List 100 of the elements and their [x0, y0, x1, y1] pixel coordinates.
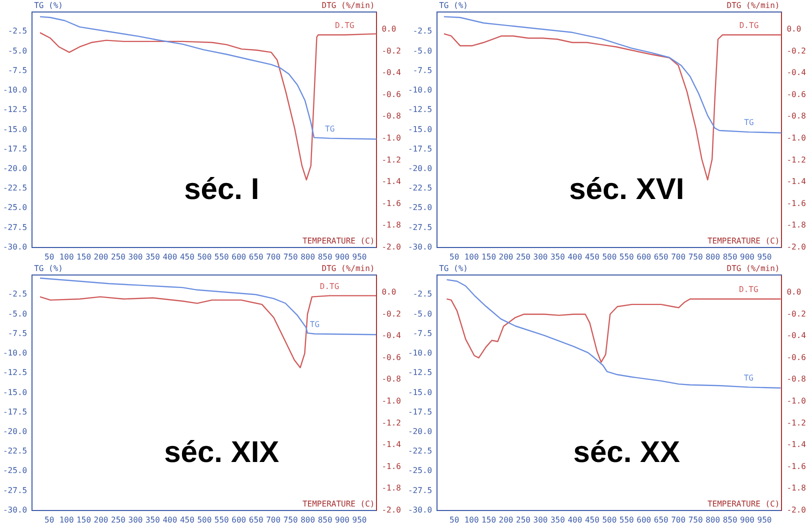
- x-tick-label: 600: [636, 515, 652, 524]
- y-tick-label: -17.5: [408, 407, 432, 416]
- x-tick-label: 400: [568, 515, 582, 524]
- x-tick-label: 350: [550, 515, 566, 524]
- y-tick-label: -2.5: [412, 26, 432, 36]
- x-tick-label: 250: [111, 252, 126, 262]
- y2-tick-label: -1.2: [382, 155, 402, 164]
- text: séc. XX: [573, 436, 680, 470]
- x-tick-label: 900: [740, 252, 755, 262]
- y2-tick-label: -0.2: [786, 46, 806, 56]
- text: séc. XIX: [164, 436, 280, 470]
- y2-tick-label: -1.2: [786, 418, 806, 428]
- y-tick-label: -10.0: [408, 86, 432, 95]
- y-axis-title: TG (%): [34, 1, 63, 10]
- y2-tick-label: -0.2: [786, 309, 806, 318]
- y2-tick-label: -0.4: [786, 331, 806, 340]
- y2-tick-label: -0.8: [382, 112, 402, 121]
- y-tick-label: -10.0: [2, 348, 28, 358]
- y-tick-label: -20.0: [2, 427, 28, 436]
- x-tick-label: 100: [464, 252, 479, 262]
- y-tick-label: -30.0: [408, 505, 432, 514]
- x-tick-label: 50: [44, 515, 54, 524]
- y2-tick-label: -0.8: [786, 112, 806, 121]
- x-tick-label: 950: [757, 252, 772, 262]
- x-tick-label: 250: [516, 515, 531, 524]
- x-tick-label: 750: [688, 515, 703, 524]
- y-tick-label: -17.5: [2, 144, 28, 154]
- x-tick-label: 750: [688, 252, 703, 262]
- x-tick-label: 800: [706, 252, 720, 262]
- y2-tick-label: -2.0: [786, 505, 806, 514]
- x-tick-label: 550: [619, 252, 634, 262]
- y2-tick-label: -0.6: [382, 352, 402, 362]
- y-tick-label: -20.0: [408, 427, 432, 436]
- y-tick-label: -22.5: [408, 184, 432, 193]
- y2-tick-label: -0.6: [382, 90, 402, 99]
- x-tick-label: 350: [145, 515, 160, 524]
- x-tick-label: 700: [671, 515, 686, 524]
- y-tick-label: -17.5: [408, 144, 432, 154]
- y-tick-label: -10.0: [408, 348, 432, 358]
- x-tick-label: 100: [59, 252, 74, 262]
- x-tick-label: 400: [162, 515, 178, 524]
- x-tick-label: 500: [602, 252, 617, 262]
- y-tick-label: -7.5: [412, 328, 432, 338]
- x-tick-label: 400: [162, 252, 178, 262]
- y-tick-label: -15.0: [408, 124, 432, 134]
- x-tick-label: 900: [335, 252, 350, 262]
- x-tick-label: 450: [584, 515, 600, 524]
- x-tick-label: 900: [335, 515, 350, 524]
- y-tick-label: -17.5: [2, 407, 28, 416]
- x-tick-label: 950: [352, 252, 367, 262]
- y-tick-label: -5.0: [8, 46, 28, 56]
- y2-tick-label: -1.4: [786, 440, 806, 450]
- y2-tick-label: -1.0: [786, 133, 806, 142]
- x-tick-label: 50: [449, 515, 460, 524]
- x-tick-label: 500: [197, 252, 212, 262]
- x-tick-label: 800: [706, 515, 720, 524]
- y2-tick-label: -2.0: [382, 505, 402, 514]
- x-tick-label: 850: [318, 515, 332, 524]
- x-tick-label: 450: [584, 252, 600, 262]
- y-tick-label: -27.5: [408, 222, 432, 232]
- y2-tick-label: -1.2: [786, 155, 806, 164]
- y-tick-label: -10.0: [2, 86, 28, 95]
- y-tick-label: -25.0: [2, 203, 28, 212]
- y-tick-label: -27.5: [408, 486, 432, 495]
- x-tick-label: 300: [128, 252, 143, 262]
- x-tick-label: 500: [197, 515, 212, 524]
- x-tick-label: 750: [283, 515, 298, 524]
- x-tick-label: 850: [722, 515, 738, 524]
- y2-tick-label: 0.0: [382, 288, 396, 297]
- y-tick-label: -7.5: [8, 66, 28, 75]
- series-label: TG: [325, 124, 335, 134]
- y2-axis-title: DTG (%/min): [322, 264, 375, 274]
- series-label: D.TG: [320, 282, 340, 291]
- y-tick-label: -15.0: [2, 124, 28, 134]
- y2-tick-label: -1.4: [382, 440, 402, 450]
- series-label: TG: [744, 373, 754, 382]
- x-tick-label: 750: [283, 252, 298, 262]
- y-tick-label: -15.0: [2, 388, 28, 397]
- y2-tick-label: -0.4: [382, 331, 402, 340]
- y2-tick-label: -1.0: [382, 133, 402, 142]
- x-tick-label: 250: [111, 515, 126, 524]
- x-tick-label: 200: [94, 515, 108, 524]
- y2-tick-label: -1.4: [382, 177, 402, 186]
- y2-tick-label: -0.6: [786, 90, 806, 99]
- y-tick-label: -5.0: [412, 46, 432, 56]
- x-tick-label: 350: [550, 252, 566, 262]
- y-tick-label: -25.0: [2, 466, 28, 476]
- y2-tick-label: -0.8: [382, 374, 402, 384]
- x-tick-label: 300: [533, 252, 548, 262]
- x-tick-label: 850: [722, 252, 738, 262]
- text: séc. I: [184, 173, 260, 206]
- y-axis-title: TG (%): [439, 264, 468, 274]
- x-tick-label: 550: [214, 252, 230, 262]
- y2-tick-label: -1.4: [786, 177, 806, 186]
- y-tick-label: -22.5: [2, 184, 28, 193]
- y2-tick-label: -0.4: [786, 68, 806, 78]
- x-tick-label: 700: [266, 515, 281, 524]
- x-tick-label: 600: [232, 252, 246, 262]
- x-tick-label: 950: [757, 515, 772, 524]
- x-tick-label: 650: [654, 252, 669, 262]
